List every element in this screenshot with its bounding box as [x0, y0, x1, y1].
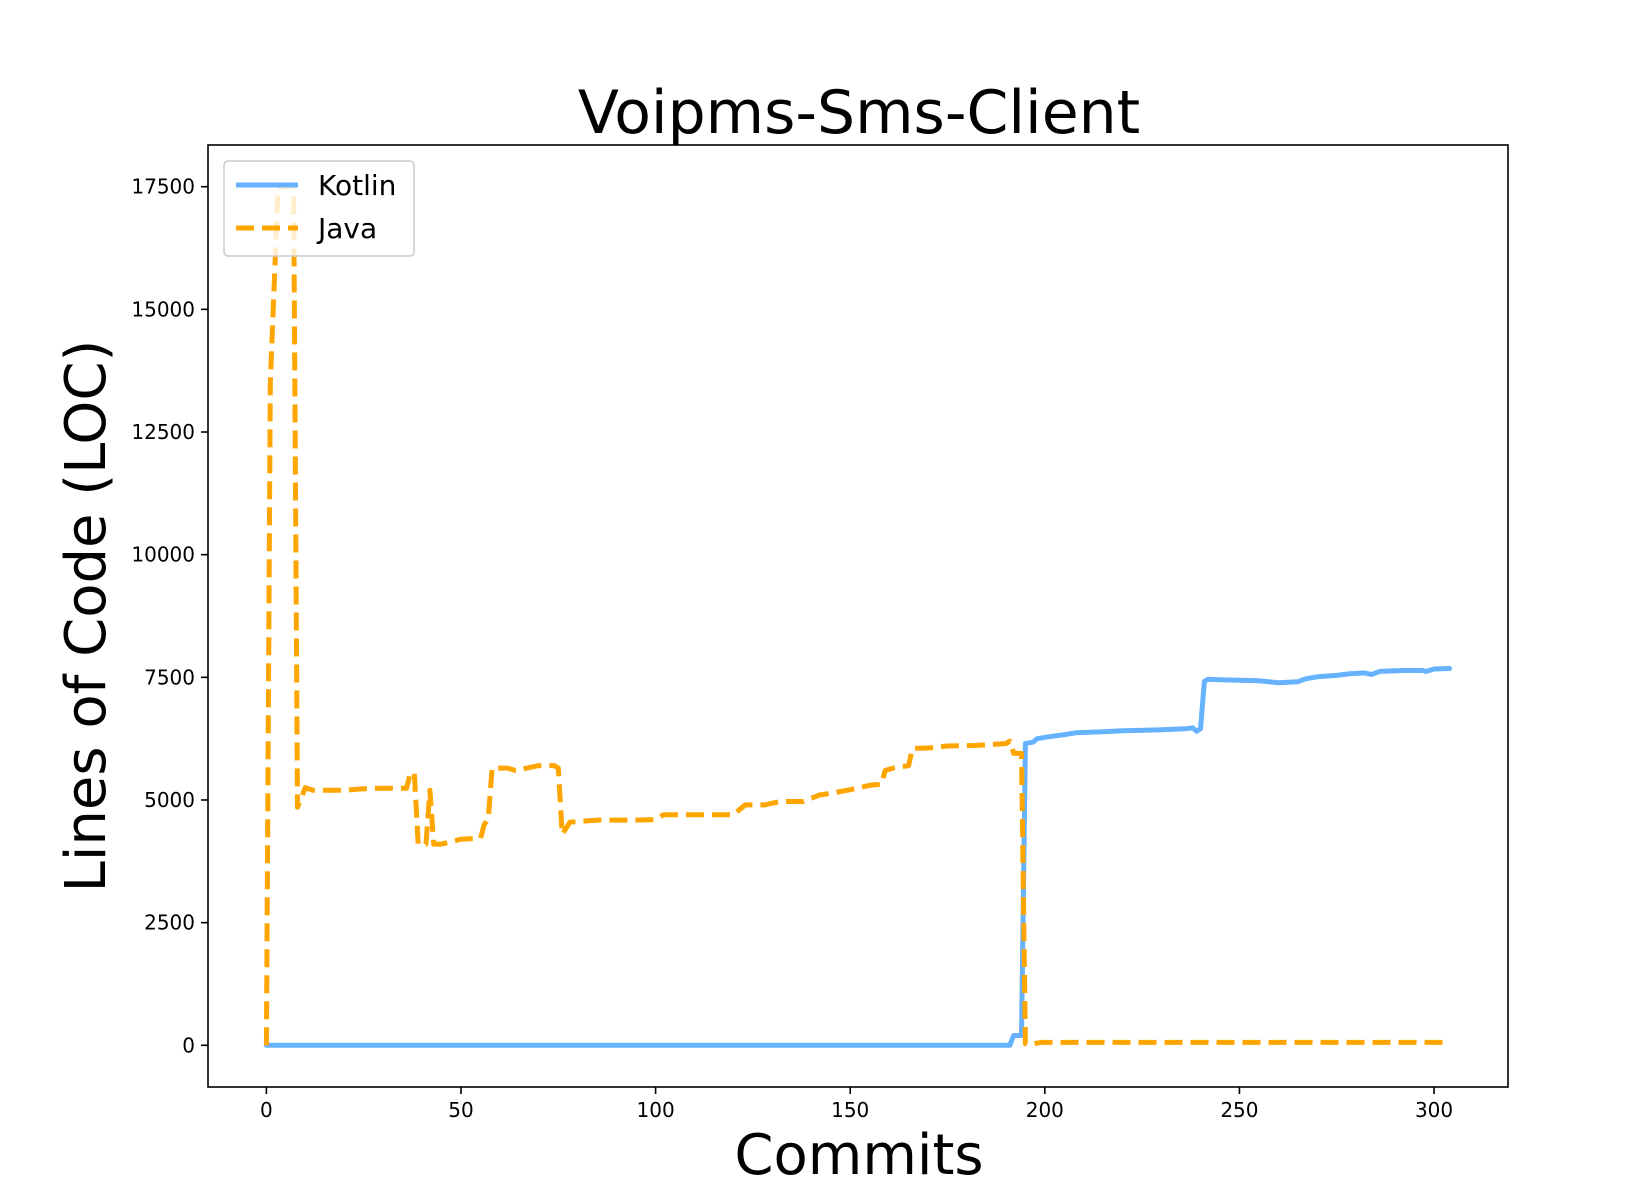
series-line-kotlin: [263, 666, 1453, 1048]
y-tick-label: 15000: [131, 297, 195, 321]
x-tick-label: 250: [1220, 1098, 1258, 1122]
legend-label-kotlin: Kotlin: [318, 169, 396, 202]
x-tick-label: 0: [260, 1098, 273, 1122]
series-line-java: [263, 184, 1450, 1047]
x-tick-label: 100: [637, 1098, 675, 1122]
y-tick-label: 5000: [144, 788, 195, 812]
y-tick-label: 2500: [144, 911, 195, 935]
x-tick-label: 300: [1415, 1098, 1453, 1122]
x-axis-label: Commits: [734, 1123, 983, 1188]
y-axis: 0 2500 5000 7500 10000 12500 15000 17500: [131, 175, 208, 1057]
y-axis-label: Lines of Code (LOC): [54, 340, 119, 893]
plot-area: [207, 144, 1509, 1088]
x-tick-label: 200: [1026, 1098, 1064, 1122]
y-tick-label: 12500: [131, 420, 195, 444]
x-axis: 0 50 100 150 200 250 300: [260, 1087, 1453, 1122]
legend: Kotlin Java: [223, 160, 415, 257]
x-tick-label: 150: [831, 1098, 869, 1122]
y-tick-label: 7500: [144, 665, 195, 689]
x-tick-label: 50: [448, 1098, 473, 1122]
chart-title: Voipms-Sms-Client: [578, 78, 1140, 148]
y-tick-label: 10000: [131, 543, 195, 567]
legend-label-java: Java: [316, 212, 377, 245]
series-layer: [263, 184, 1453, 1048]
y-tick-label: 17500: [131, 175, 195, 199]
y-tick-label: 0: [182, 1033, 195, 1057]
